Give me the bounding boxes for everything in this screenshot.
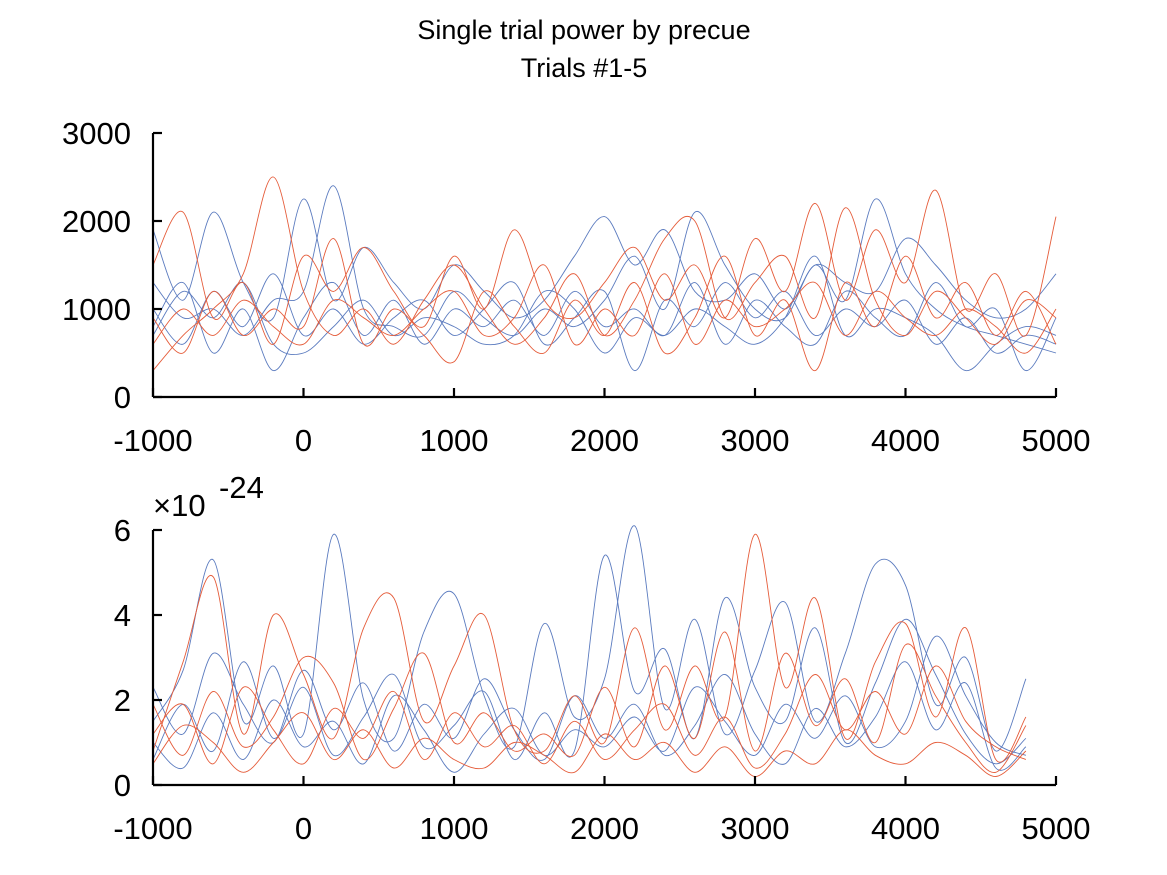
top-x-tick-label: 1000: [420, 423, 489, 458]
bottom-x-tick-label: 3000: [721, 811, 790, 846]
top-x-axis: -1000 0 1000 2000 3000 4000 5000: [113, 388, 1090, 458]
bottom-y-tick-label: 4: [114, 598, 131, 633]
top-trace-9: [152, 264, 1057, 354]
bottom-trace-6: [152, 631, 1027, 773]
bottom-trace-2: [152, 555, 1027, 765]
top-y-tick-label: 3000: [62, 116, 131, 151]
top-y-axis: 0 1000 2000 3000: [62, 116, 162, 415]
bottom-x-axis: -1000 0 1000 2000 3000 4000 5000: [113, 776, 1090, 846]
bottom-plot-traces: [152, 525, 1027, 777]
bottom-x-tick-label: 4000: [871, 811, 940, 846]
exponent-base: ×10: [153, 488, 206, 523]
bottom-y-tick-label: 2: [114, 683, 131, 718]
bottom-trace-1: [152, 525, 1027, 752]
top-trace-6: [152, 189, 1057, 345]
top-trace-8: [152, 238, 1057, 372]
top-axes: 0 1000 2000 3000 -1000 0 1000 2000 3000 4000 5000: [62, 116, 1090, 458]
bottom-x-tick-label: 2000: [570, 811, 639, 846]
bottom-y-tick-label: 0: [114, 768, 131, 803]
figure-title-line-1: Single trial power by precue: [417, 15, 750, 45]
top-x-tick-label: 3000: [721, 423, 790, 458]
top-x-tick-label: -1000: [113, 423, 192, 458]
top-x-tick-label: 4000: [871, 423, 940, 458]
bottom-x-tick-label: 1000: [420, 811, 489, 846]
figure-title-line-2: Trials #1-5: [521, 53, 648, 83]
top-y-tick-label: 0: [114, 380, 131, 415]
top-y-tick-label: 1000: [62, 292, 131, 327]
bottom-x-tick-label: -1000: [113, 811, 192, 846]
top-plot-traces: [152, 176, 1057, 372]
top-x-tick-label: 0: [295, 423, 312, 458]
top-trace-2: [152, 185, 1057, 354]
bottom-trace-7: [152, 665, 1027, 769]
bottom-y-axis: 0 2 4 6: [114, 513, 162, 803]
top-x-tick-label: 5000: [1022, 423, 1091, 458]
top-x-tick-label: 2000: [570, 423, 639, 458]
bottom-trace-8: [152, 712, 1027, 777]
bottom-trace-5: [152, 533, 1027, 763]
bottom-axes: 0 2 4 6 -1000 0 1000 2000 3000 4000 5000 ×10 -24: [113, 470, 1090, 846]
bottom-y-tick-label: 6: [114, 513, 131, 548]
bottom-x-tick-label: 5000: [1022, 811, 1091, 846]
top-trace-4: [152, 273, 1057, 372]
exponent-power: -24: [219, 470, 264, 505]
top-y-tick-label: 2000: [62, 204, 131, 239]
bottom-x-tick-label: 0: [295, 811, 312, 846]
exponent-label: ×10 -24: [153, 470, 264, 523]
top-trace-7: [152, 176, 1057, 371]
